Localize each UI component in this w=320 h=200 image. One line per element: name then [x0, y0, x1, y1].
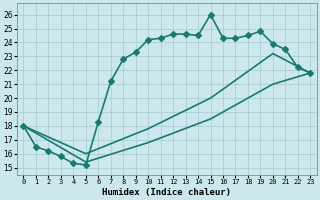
- X-axis label: Humidex (Indice chaleur): Humidex (Indice chaleur): [102, 188, 231, 197]
